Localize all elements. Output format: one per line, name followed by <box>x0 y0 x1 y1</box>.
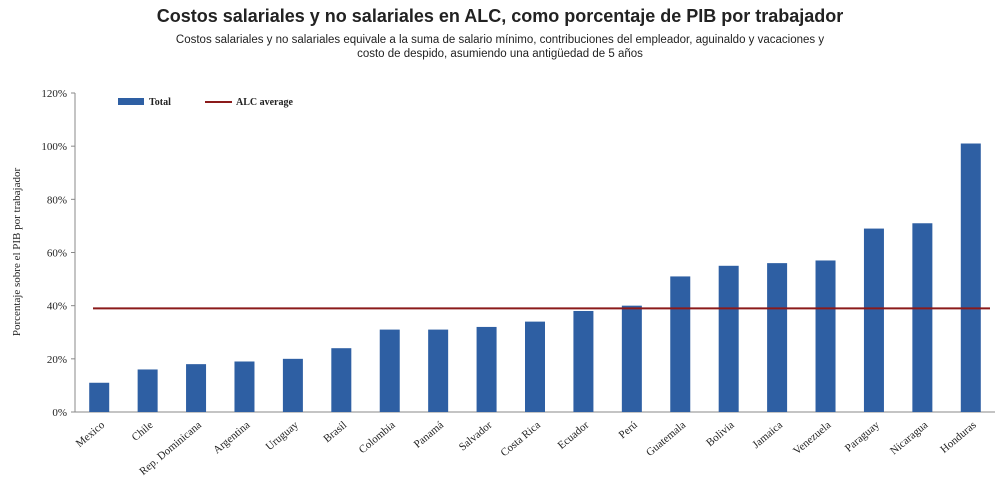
y-tick-label: 60% <box>47 248 67 260</box>
x-tick-label: Honduras <box>938 419 978 456</box>
bar <box>428 329 449 412</box>
bar <box>331 348 352 412</box>
bar <box>525 321 545 412</box>
bar <box>282 358 303 412</box>
x-tick-label: Guatemala <box>644 419 688 459</box>
x-tick-label: Paraguay <box>843 419 882 455</box>
y-tick-label: 20% <box>47 354 67 366</box>
x-tick-label: Panamá <box>412 419 446 451</box>
bar <box>379 329 400 412</box>
bar <box>573 310 594 412</box>
bar <box>863 228 884 412</box>
x-tick-label: Argentina <box>211 419 252 456</box>
x-tick-label: Ecuador <box>556 419 592 452</box>
x-tick-label: Costa Rica <box>498 419 543 459</box>
bar <box>186 364 207 412</box>
y-tick-label: 40% <box>47 301 67 313</box>
y-axis-label: Porcentaje sobre el PIB por trabajador <box>11 168 23 337</box>
chart-title: Costos salariales y no salariales en ALC… <box>157 6 844 26</box>
x-tick-label: Uruguay <box>264 419 302 453</box>
y-tick-label: 100% <box>41 141 67 153</box>
x-tick-label: Brasil <box>321 419 349 445</box>
bar <box>718 265 739 412</box>
bar <box>234 361 255 412</box>
x-tick-label: Mexico <box>74 419 108 450</box>
x-tick-label: Bolivia <box>704 419 737 449</box>
bar <box>137 369 158 412</box>
x-tick-label: Chile <box>130 419 156 444</box>
x-tick-label: Salvador <box>457 419 495 454</box>
x-tick-label: Jamaica <box>750 419 785 451</box>
y-tick-label: 120% <box>41 88 67 100</box>
bar <box>960 143 981 412</box>
y-tick-label: 80% <box>47 194 67 206</box>
legend-swatch <box>118 98 144 105</box>
x-tick-label: Colombia <box>357 419 398 456</box>
bar <box>670 276 691 412</box>
bar <box>815 260 836 412</box>
legend-label: Total <box>149 97 171 108</box>
x-tick-label: Nicaragua <box>888 419 930 457</box>
y-tick-label: 0% <box>52 407 67 419</box>
chart-subtitle: costo de despido, asumiendo una antigüed… <box>357 48 643 60</box>
x-tick-label: Perú <box>617 419 641 441</box>
legend-label: ALC average <box>236 97 293 108</box>
bar <box>476 326 497 412</box>
bar <box>621 305 642 412</box>
bar <box>912 223 933 412</box>
bar <box>767 263 788 412</box>
bar <box>89 382 110 412</box>
chart-subtitle: Costos salariales y no salariales equiva… <box>176 34 824 46</box>
x-tick-label: Venezuela <box>791 419 833 457</box>
